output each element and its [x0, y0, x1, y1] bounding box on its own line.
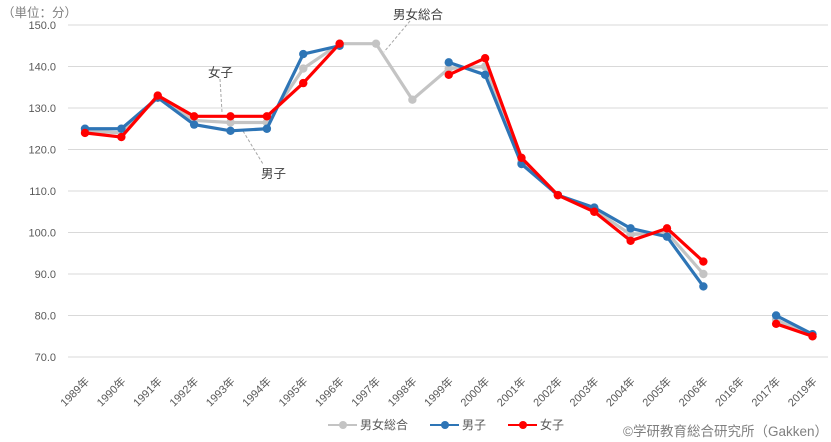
legend-marker-joshi-icon [508, 420, 538, 429]
legend-marker-sogo-icon [328, 420, 357, 429]
svg-text:2001年: 2001年 [494, 374, 529, 409]
svg-text:1996年: 1996年 [312, 374, 347, 409]
svg-text:2002年: 2002年 [530, 374, 565, 409]
svg-text:80.0: 80.0 [35, 311, 56, 323]
legend-label-joshi: 女子 [540, 418, 565, 432]
svg-text:2016年: 2016年 [712, 374, 747, 409]
svg-text:140.0: 140.0 [28, 62, 56, 74]
svg-text:2004年: 2004年 [603, 374, 638, 409]
legend-item-danshi: 男子 [430, 416, 486, 433]
svg-text:90.0: 90.0 [35, 269, 56, 281]
svg-text:130.0: 130.0 [28, 103, 56, 115]
svg-text:110.0: 110.0 [29, 186, 56, 198]
svg-text:150.0: 150.0 [28, 20, 56, 32]
svg-text:1997年: 1997年 [348, 374, 383, 409]
svg-text:70.0: 70.0 [35, 352, 56, 364]
svg-text:1999年: 1999年 [421, 374, 456, 409]
svg-text:1991年: 1991年 [130, 374, 165, 409]
svg-text:1989年: 1989年 [57, 374, 92, 409]
annotation-joshi-label: 女子 [208, 66, 234, 80]
svg-text:2003年: 2003年 [566, 374, 601, 409]
copyright-text: ©学研教育総合研究所（Gakken） [623, 424, 828, 439]
legend-label-danshi: 男子 [462, 418, 487, 432]
legend-item-sogo: 男女総合 [328, 416, 408, 433]
svg-text:2017年: 2017年 [748, 374, 783, 409]
svg-text:2005年: 2005年 [639, 374, 674, 409]
annotation-danshi-label: 男子 [261, 167, 287, 181]
svg-text:1990年: 1990年 [94, 374, 129, 409]
legend-item-joshi: 女子 [508, 416, 564, 433]
unit-label: （単位：分） [2, 6, 78, 20]
svg-text:1994年: 1994年 [239, 374, 274, 409]
svg-text:100.0: 100.0 [28, 228, 56, 240]
legend-label-sogo: 男女総合 [360, 418, 409, 432]
svg-text:1992年: 1992年 [166, 374, 201, 409]
chart-legend: 男女総合 男子 女子 [328, 416, 564, 433]
legend-marker-danshi-icon [430, 420, 460, 429]
svg-text:1998年: 1998年 [385, 374, 420, 409]
annotation-sogo-label: 男女総合 [393, 8, 444, 22]
svg-text:2019年: 2019年 [785, 374, 820, 409]
svg-text:120.0: 120.0 [28, 145, 56, 157]
svg-text:2000年: 2000年 [457, 374, 492, 409]
svg-text:1995年: 1995年 [275, 374, 310, 409]
svg-text:1993年: 1993年 [203, 374, 238, 409]
svg-text:2006年: 2006年 [676, 374, 711, 409]
